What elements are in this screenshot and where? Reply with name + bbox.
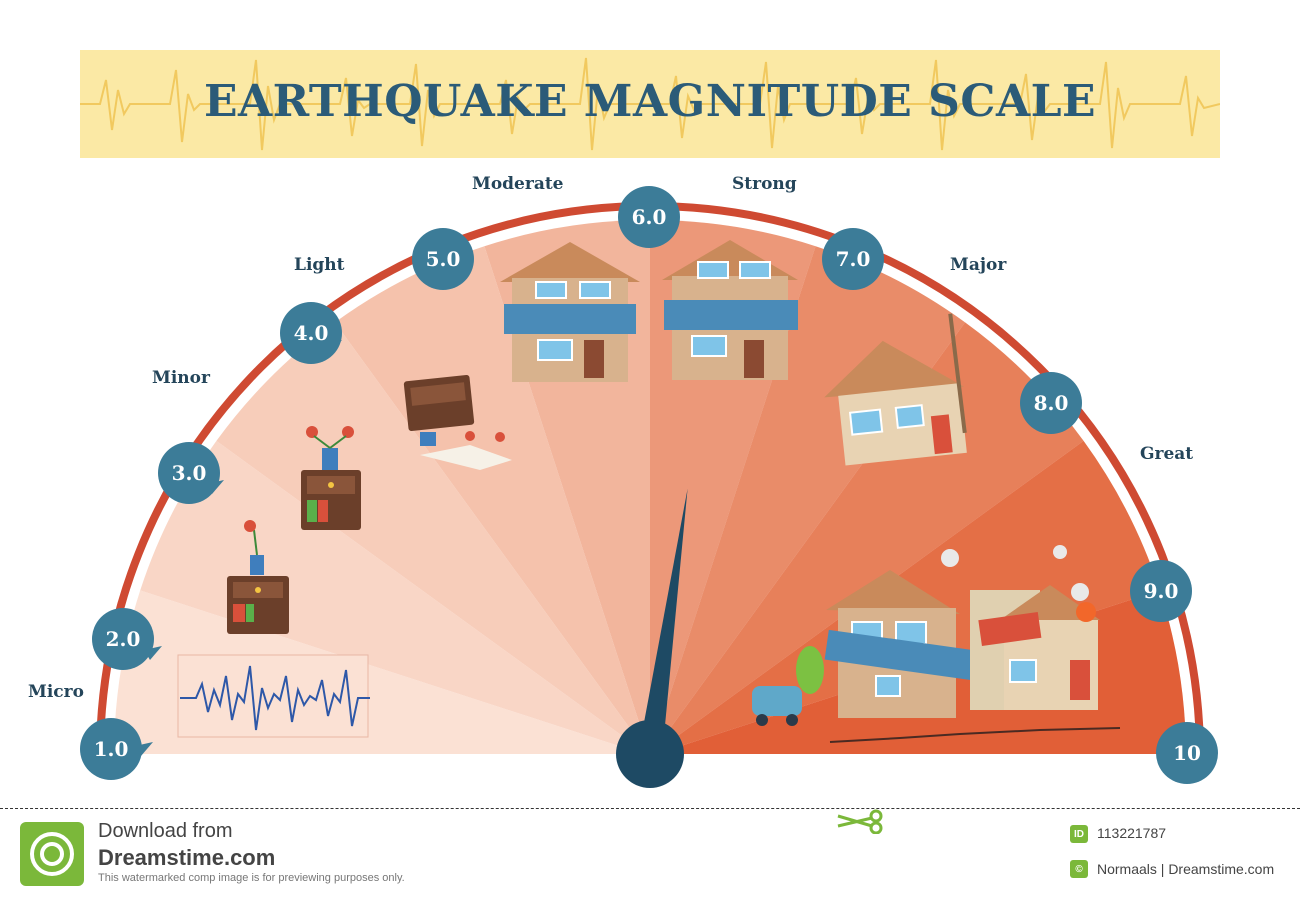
- magnitude-badge-6: 6.0: [618, 186, 680, 248]
- author-credit: Normaals | Dreamstime.com: [1097, 861, 1275, 877]
- gauge-sector: [650, 322, 1084, 756]
- nightstand-illustration-2: [301, 426, 361, 530]
- magnitude-badge-5: 5.0: [412, 228, 474, 290]
- collapsed-houses-illustration: [752, 545, 1121, 743]
- category-label-major: Major: [950, 255, 1007, 275]
- image-id: 113221787: [1097, 825, 1167, 841]
- category-label-light: Light: [294, 255, 345, 275]
- watermark-note: This watermarked comp image is for previ…: [98, 872, 405, 884]
- falling-drawer-illustration: [403, 374, 512, 470]
- site-name[interactable]: Dreamstime.com: [98, 845, 276, 870]
- download-text: Download from: [98, 820, 233, 842]
- magnitude-badge-3: 3.0: [158, 442, 220, 504]
- gauge-sector: [334, 246, 650, 756]
- magnitude-badge-4: 4.0: [280, 302, 342, 364]
- watermark-footer: Download from Dreamstime.com This waterm…: [0, 808, 1300, 899]
- category-label-strong: Strong: [732, 174, 797, 194]
- magnitude-badge-1: 1.0: [80, 718, 142, 780]
- category-label-great: Great: [1140, 444, 1194, 464]
- magnitude-badge-8: 8.0: [1020, 372, 1082, 434]
- category-label-micro: Micro: [28, 682, 84, 702]
- copyright-icon: ©: [1070, 860, 1088, 878]
- gauge-sector: [216, 322, 650, 756]
- house-major-illustration: [824, 313, 967, 466]
- house-strong-illustration: [662, 240, 798, 380]
- category-label-moderate: Moderate: [472, 174, 564, 194]
- nightstand-illustration-1: [227, 520, 289, 634]
- dreamstime-logo-icon: [20, 822, 84, 886]
- category-label-minor: Minor: [152, 368, 210, 388]
- gauge-needle: [616, 488, 688, 788]
- id-tag-icon: ID: [1070, 825, 1088, 843]
- page-title: EARTHQUAKE MAGNITUDE SCALE: [203, 76, 1097, 127]
- seismograph-illustration: [177, 654, 370, 738]
- magnitude-badge-7: 7.0: [822, 228, 884, 290]
- scissors-icon: [837, 809, 883, 834]
- seismic-wave-decoration: [80, 57, 1221, 151]
- magnitude-badge-2: 2.0: [92, 608, 154, 670]
- footer-divider: [0, 808, 1300, 809]
- magnitude-badge-10: 10: [1156, 722, 1218, 784]
- magnitude-badge-9: 9.0: [1130, 560, 1192, 622]
- house-moderate-illustration: [500, 242, 640, 382]
- title-banner: [80, 50, 1221, 158]
- gauge-sector: [140, 440, 650, 756]
